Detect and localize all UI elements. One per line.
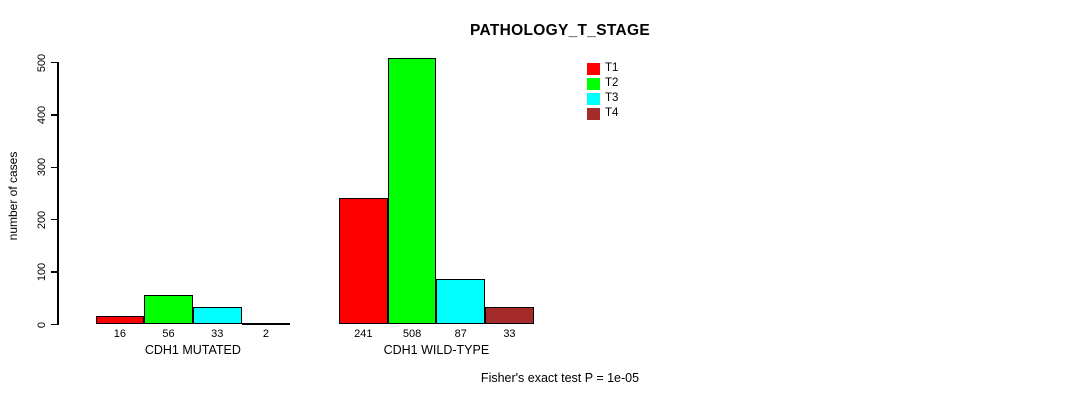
bar-T1-cdh1-wild-type <box>339 198 388 325</box>
chart-title: PATHOLOGY_T_STAGE <box>470 22 650 39</box>
legend-label: T2 <box>605 76 619 89</box>
bar-value-label: 33 <box>503 328 516 340</box>
bar-T4-cdh1-mutated <box>241 322 291 325</box>
bar-value-label: 2 <box>262 328 269 340</box>
bar-T2-cdh1-mutated <box>144 295 193 325</box>
legend-swatch-T1 <box>587 62 600 75</box>
bar-value-label: 241 <box>354 328 373 340</box>
legend-swatch-T2 <box>587 77 600 90</box>
bar-value-label: 87 <box>454 328 467 340</box>
legend-label: T1 <box>605 61 619 74</box>
bar-T3-cdh1-mutated <box>192 307 242 325</box>
y-axis-line <box>57 62 59 325</box>
stats-annotation: Fisher's exact test P = 1e-05 <box>480 371 640 385</box>
legend-swatch-T4 <box>587 107 600 120</box>
legend: T1 T2 T3 T4 <box>587 61 618 121</box>
legend-label: T3 <box>605 91 619 104</box>
bar-T3-cdh1-wild-type <box>436 278 486 325</box>
y-axis-label: number of cases <box>6 151 20 241</box>
y-axis-tick-label: 300 <box>36 158 48 177</box>
y-axis-tick-label: 100 <box>36 262 48 282</box>
legend-swatch-T3 <box>587 92 600 105</box>
y-axis-tick-label: 400 <box>36 105 48 125</box>
legend-label: T4 <box>605 106 619 119</box>
group-label: CDH1 MUTATED <box>144 343 241 357</box>
y-axis-tick <box>51 61 57 64</box>
bar-T1-cdh1-mutated <box>95 316 145 325</box>
y-axis-tick-label: 200 <box>36 210 48 229</box>
legend-item: T4 <box>587 106 618 121</box>
legend-item: T2 <box>587 76 618 91</box>
y-axis-tick <box>51 271 57 273</box>
bar-T4-cdh1-wild-type <box>485 307 534 325</box>
legend-item: T1 <box>587 61 618 76</box>
y-axis-tick <box>51 166 57 169</box>
bar-T2-cdh1-wild-type <box>387 58 437 325</box>
y-axis-tick <box>51 323 57 326</box>
bar-value-label: 16 <box>113 328 126 340</box>
group-label: CDH1 WILD-TYPE <box>383 343 490 357</box>
bar-value-label: 33 <box>211 328 224 340</box>
y-axis-tick <box>51 218 57 221</box>
bar-value-label: 56 <box>162 328 175 340</box>
bar-value-label: 508 <box>402 328 422 340</box>
y-axis-tick <box>51 114 57 116</box>
y-axis-tick-label: 0 <box>36 321 48 328</box>
legend-item: T3 <box>587 91 618 106</box>
y-axis-tick-label: 500 <box>36 53 48 72</box>
